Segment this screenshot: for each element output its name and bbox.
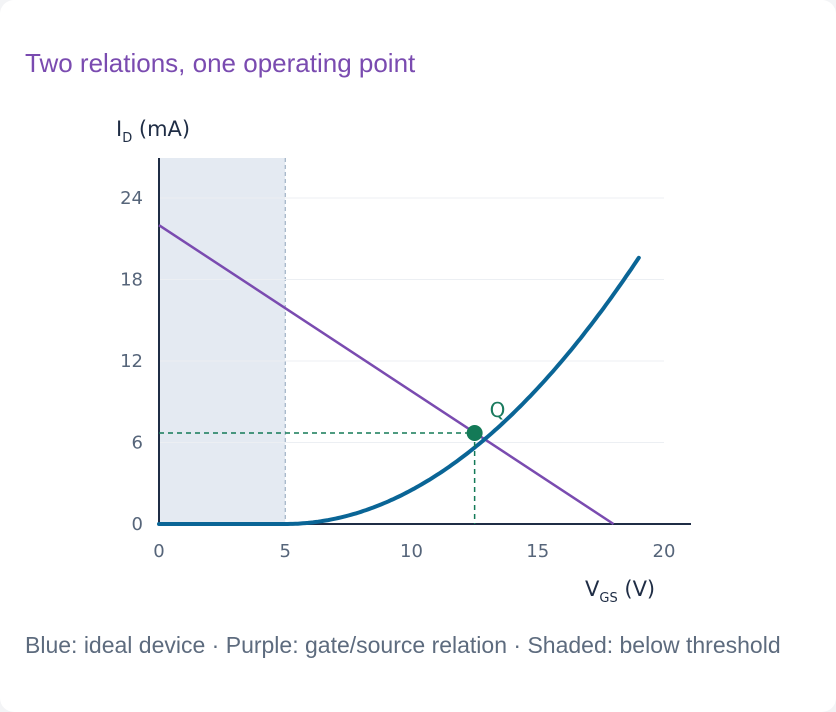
chart-title: Two relations, one operating point [25, 48, 416, 78]
x-tick-label-20: 20 [653, 541, 676, 562]
y-tick-label-0: 0 [132, 514, 143, 535]
y-tick-label-6: 6 [132, 433, 143, 454]
x-tick-label-0: 0 [153, 541, 164, 562]
chart-caption: Blue: ideal device · Purple: gate/source… [25, 632, 781, 658]
y-axis-title: ID (mA) [116, 117, 190, 146]
x-tick-label-10: 10 [400, 541, 423, 562]
q-label: Q [490, 398, 506, 422]
x-axis-title: VGS (V) [585, 577, 655, 606]
device-curve [157, 255, 641, 526]
bias-line [158, 224, 615, 526]
threshold-region [159, 158, 286, 524]
y-tick-label-24: 24 [120, 188, 143, 209]
y-tick-label-12: 12 [120, 351, 143, 372]
y-tick-label-18: 18 [120, 270, 143, 291]
x-tick-label-5: 5 [280, 541, 291, 562]
operating-point-q [466, 424, 483, 441]
x-tick-label-15: 15 [526, 541, 549, 562]
